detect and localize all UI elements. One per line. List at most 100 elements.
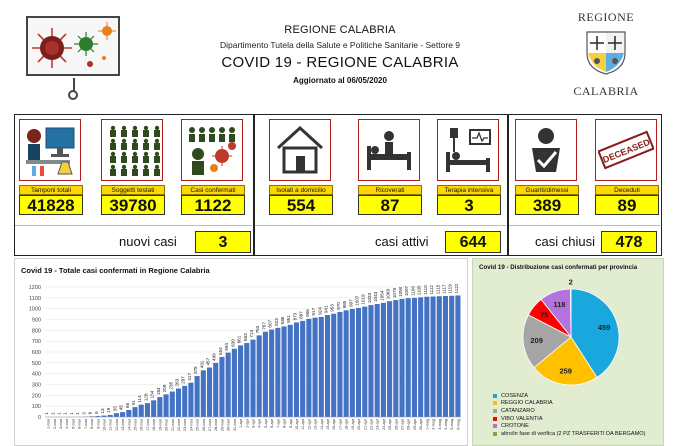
x-tick-label: 14-mar <box>127 418 131 431</box>
x-tick-label: 1-mag <box>425 419 429 430</box>
lab-computer-icon <box>19 119 81 181</box>
bar-value-label: 1079 <box>392 287 397 298</box>
x-tick-label: 6-apr <box>270 418 274 428</box>
virus-board-icon <box>26 16 120 100</box>
bar-value-label: 1007 <box>355 295 360 306</box>
bar-value-label: 457 <box>206 357 211 365</box>
closed-cases-panel: Guariti/dimessi 389 DECEASED Deceduti 89… <box>508 114 662 256</box>
x-tick-label: 31-mar <box>233 418 237 431</box>
bar-value-label: 714 <box>249 330 254 338</box>
stat-ricoverati: Ricoverati 87 <box>358 119 422 215</box>
bar-value-label: 1 <box>69 412 74 415</box>
people-grid-icon <box>101 119 163 181</box>
y-tick-label: 700 <box>32 339 41 345</box>
stat-value: 389 <box>515 195 579 215</box>
x-tick-label: 21-apr <box>363 418 367 430</box>
bar <box>387 301 393 417</box>
bar-value-label: 1122 <box>454 283 459 293</box>
bar-value-label: 317 <box>187 373 192 381</box>
x-tick-label: 15-mar <box>134 418 138 431</box>
x-tick-label: 17-apr <box>338 418 342 430</box>
bar-value-label: 65 <box>125 402 130 408</box>
x-tick-label: 13-apr <box>314 418 318 430</box>
bar <box>101 415 107 417</box>
legend-item: CROTONE <box>493 422 645 430</box>
bar-value-label: 1 <box>44 412 49 415</box>
bar <box>95 416 101 417</box>
bar <box>300 320 306 417</box>
bar-value-label: 128 <box>143 393 148 401</box>
panel-divider <box>255 225 506 226</box>
bar-value-label: 431 <box>199 360 204 368</box>
bar <box>262 331 268 417</box>
legend-item: CATANZARO <box>493 407 645 415</box>
pie-slice-label: 75 <box>540 311 548 320</box>
bar-value-label: 970 <box>336 302 341 310</box>
pie-legend: COSENZA REGGIO CALABRIA CATANZARO VIBO VALE… <box>493 392 645 438</box>
stat-label: Soggetti testati <box>101 185 165 195</box>
pie-chart-title: Covid 19 - Distribuzione casi confermati… <box>479 264 638 271</box>
summary-value-attivi: 644 <box>445 231 501 253</box>
bar-value-label: 1069 <box>386 289 391 300</box>
update-date: 06/05/2020 <box>346 76 387 85</box>
x-tick-label: 2-mag <box>432 419 436 430</box>
x-tick-label: 7-mar <box>84 418 88 429</box>
legend-item: altro/in fase di verifica (2 PZ TRASFERI… <box>493 430 645 438</box>
bar-value-label: 1100 <box>410 286 415 296</box>
legend-label: COSENZA <box>501 392 529 399</box>
x-tick-label: 24-apr <box>382 418 386 430</box>
bar <box>331 313 337 417</box>
bar <box>107 414 113 417</box>
pie-slice <box>570 288 572 338</box>
stat-confermati: Casi confermati 1122 <box>181 119 245 215</box>
x-tick-label: 7-apr <box>276 418 280 428</box>
stat-value: 41828 <box>19 195 83 215</box>
y-tick-label: 600 <box>32 350 41 356</box>
bar <box>194 376 200 417</box>
x-tick-label: 5-mar <box>71 418 75 429</box>
bar-value-label: 851 <box>286 315 291 323</box>
bar <box>200 370 206 417</box>
stat-value: 89 <box>595 195 659 215</box>
bar <box>430 296 436 417</box>
x-tick-label: 15-apr <box>326 418 330 430</box>
x-tick-label: 16-apr <box>332 418 336 430</box>
bar-value-label: 1 <box>63 412 68 415</box>
bar-value-label: 6 <box>88 411 93 414</box>
stat-label: Deceduti <box>595 185 659 195</box>
bar <box>368 305 374 417</box>
bar-value-label: 1117 <box>441 284 446 294</box>
bar-value-label: 1115 <box>435 284 440 294</box>
stat-label: Terapia intensiva <box>437 185 501 195</box>
bar <box>151 400 157 417</box>
x-tick-label: 27-mar <box>208 418 212 431</box>
x-tick-label: 30-mar <box>227 418 231 431</box>
stat-value: 3 <box>437 195 501 215</box>
region-title: REGIONE CALABRIA <box>284 24 396 36</box>
bar-value-label: 836 <box>280 316 285 324</box>
stat-testati: Soggetti testati 39780 <box>101 119 165 215</box>
bar-chart-plot: 0 100 200 300 400 500 600 700 800 900 1000 1100 1200… <box>29 283 461 431</box>
bar <box>169 391 175 417</box>
bar-value-label: 45 <box>119 405 124 411</box>
summary-value-chiusi: 478 <box>601 231 657 253</box>
bar-value-label: 1033 <box>367 292 372 303</box>
summary-label-attivi: casi attivi <box>375 234 429 249</box>
pie-slice-label: 209 <box>530 336 543 345</box>
bar-value-label: 997 <box>348 299 353 307</box>
x-tick-label: 6-mar <box>78 418 82 429</box>
bar <box>318 316 324 417</box>
bar-value-label: 924 <box>317 307 322 315</box>
bar <box>175 388 182 417</box>
x-tick-label: 23-apr <box>376 418 380 430</box>
bar <box>424 296 430 417</box>
bar-value-label: 1054 <box>379 290 384 301</box>
bar-value-label: 1105 <box>417 285 422 295</box>
x-tick-label: 25-apr <box>388 418 392 430</box>
bar <box>380 302 386 417</box>
bar <box>244 343 250 417</box>
stat-guariti: Guariti/dimessi 389 <box>515 119 579 215</box>
bar <box>442 295 449 417</box>
bar-value-label: 985 <box>342 300 347 308</box>
confirmed-cases-bar-chart: Covid 19 - Totale casi confermati in Reg… <box>14 258 468 446</box>
